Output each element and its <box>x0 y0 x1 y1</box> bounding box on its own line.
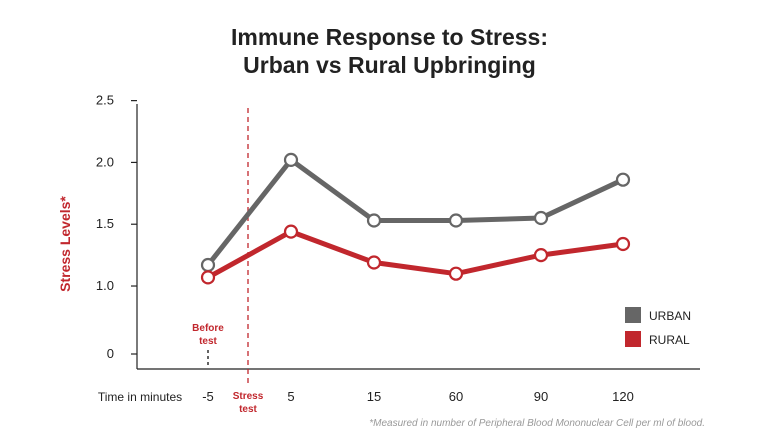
data-point-rural <box>615 236 631 252</box>
series-line-rural <box>205 229 626 280</box>
data-point-rural <box>533 248 549 263</box>
data-point-urban <box>366 213 382 228</box>
data-point-urban <box>448 213 464 228</box>
chart-title-line-2: Urban vs Rural Upbringing <box>243 52 536 78</box>
x-axis-title: Time in minutes <box>98 390 182 404</box>
y-tick-label: 2.5 <box>96 93 114 108</box>
data-point-rural <box>200 270 216 285</box>
data-point-urban <box>533 210 549 226</box>
before-test-label-line-2: test <box>199 336 217 347</box>
data-point-rural <box>448 266 464 281</box>
data-point-rural <box>283 224 299 239</box>
before-test-label-line-1: Before <box>192 323 224 334</box>
x-tick-label: 5 <box>287 389 294 404</box>
footnote: *Measured in number of Peripheral Blood … <box>369 418 705 429</box>
legend-swatch-urban <box>625 307 641 323</box>
legend-label-urban: URBAN <box>649 309 691 323</box>
y-axis-label: Stress Levels* <box>57 196 73 292</box>
chart-title-line-1: Immune Response to Stress: <box>231 24 548 50</box>
y-tick-label: 1.5 <box>96 216 114 231</box>
legend-swatch-rural <box>625 331 641 347</box>
series-line-urban <box>205 157 626 268</box>
x-tick-label: 60 <box>449 389 463 404</box>
y-tick-label: 0 <box>107 346 114 361</box>
data-point-urban <box>200 257 216 273</box>
x-tick-label: 120 <box>612 389 634 404</box>
y-tick-label: 1.0 <box>96 278 114 293</box>
x-tick-label: 15 <box>367 389 381 404</box>
y-tick-label: 2.0 <box>96 154 114 169</box>
x-tick-label: 90 <box>534 389 548 404</box>
data-point-rural <box>366 255 382 270</box>
stress-test-label-line-1: Stress <box>233 391 264 402</box>
data-point-urban <box>283 152 299 167</box>
data-point-urban <box>615 172 631 187</box>
x-tick-label: -5 <box>202 389 214 404</box>
stress-test-label-line-2: test <box>239 404 257 415</box>
legend-label-rural: RURAL <box>649 333 690 347</box>
